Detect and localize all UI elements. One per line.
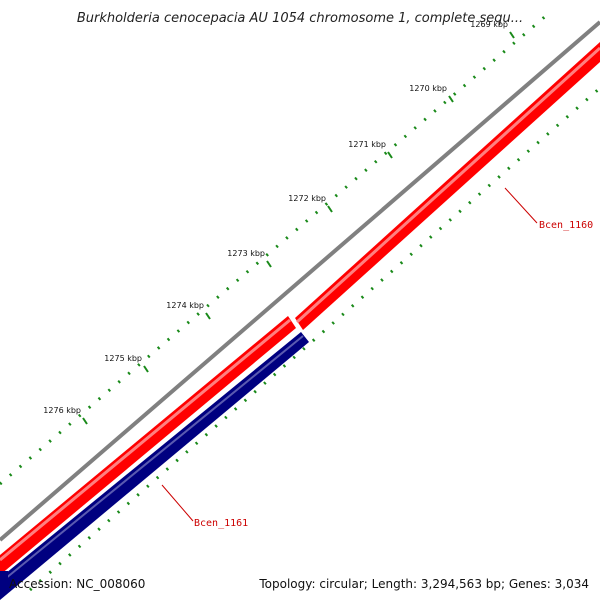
- inner-tick-ring: [29, 86, 600, 592]
- reverse-arrow-tip: [0, 571, 8, 590]
- leader-line-bcen-1160: [504, 187, 538, 224]
- accession-text: Accession: NC_008060: [9, 577, 146, 591]
- tick-marks: 1269 kbp 1270 kbp 1271 kbp 1272 kbp 1273 kbp…: [43, 20, 515, 425]
- gene-label-bcen-1161[interactable]: Bcen_1161: [194, 518, 248, 529]
- tick-label: 1276 kbp: [43, 406, 81, 415]
- tick-mark: [82, 417, 88, 425]
- tick-mark: [205, 312, 211, 320]
- backbone-line: [0, 20, 600, 542]
- tick-mark: [509, 31, 515, 39]
- tick-mark: [448, 95, 454, 103]
- tick-label: 1271 kbp: [348, 140, 386, 149]
- leader-line-bcen-1161: [161, 484, 194, 522]
- gene-bcen-1160[interactable]: [295, 42, 600, 330]
- gene-bcen-1161[interactable]: [0, 332, 309, 600]
- tick-label: 1269 kbp: [470, 20, 508, 29]
- tick-mark: [327, 205, 333, 213]
- map-title: Burkholderia cenocepacia AU 1054 chromos…: [77, 11, 523, 26]
- outer-tick-ring: [0, 12, 549, 486]
- tick-mark: [266, 260, 272, 268]
- tick-label: 1270 kbp: [409, 84, 447, 93]
- topology-summary: Topology: circular; Length: 3,294,563 bp…: [259, 577, 589, 591]
- gene-label-bcen-1160[interactable]: Bcen_1160: [539, 220, 593, 231]
- tick-label: 1274 kbp: [166, 301, 204, 310]
- tick-label: 1273 kbp: [227, 249, 265, 258]
- forward-strand-feature[interactable]: [0, 316, 296, 575]
- tick-mark: [143, 365, 149, 373]
- tick-label: 1272 kbp: [288, 194, 326, 203]
- tick-mark: [387, 151, 393, 159]
- tick-label: 1275 kbp: [104, 354, 142, 363]
